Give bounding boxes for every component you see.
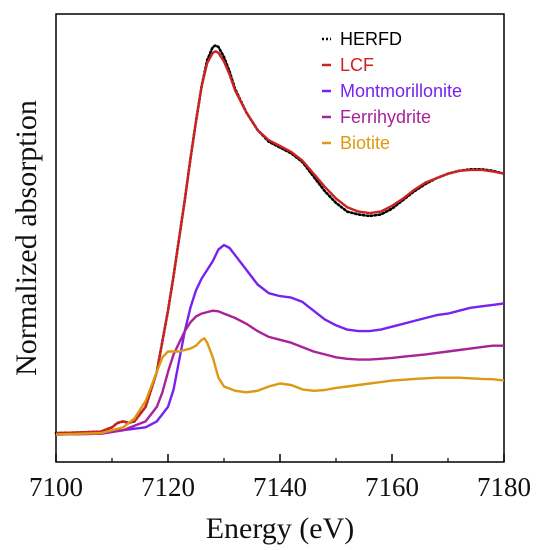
series-line-lcf	[55, 50, 505, 435]
legend-label-herfd: HERFD	[340, 29, 402, 49]
legend: HERFD LCF Montmorillonite Ferrihydrite Bioti…	[322, 29, 462, 153]
series-line-biotite	[55, 337, 505, 436]
x-axis-title: Energy (eV)	[206, 512, 355, 545]
legend-label-montmorillonite: Montmorillonite	[340, 81, 462, 101]
x-tick-label: 7140	[253, 472, 307, 502]
y-axis-title: Normalized absorption	[10, 100, 43, 376]
legend-label-ferrihydrite: Ferrihydrite	[340, 107, 431, 127]
series-line-herfd	[54, 44, 506, 435]
series-layer	[54, 44, 506, 436]
x-axis-ticks: 7100 7120 7140 7160 7180	[29, 454, 531, 502]
x-tick-label: 7180	[477, 472, 531, 502]
legend-label-lcf: LCF	[340, 55, 374, 75]
series-line-montmorillonite	[55, 243, 505, 436]
x-tick-label: 7120	[141, 472, 195, 502]
x-tick-label: 7160	[365, 472, 419, 502]
x-tick-label: 7100	[29, 472, 83, 502]
legend-label-biotite: Biotite	[340, 133, 390, 153]
series-line-ferrihydrite	[55, 309, 504, 436]
